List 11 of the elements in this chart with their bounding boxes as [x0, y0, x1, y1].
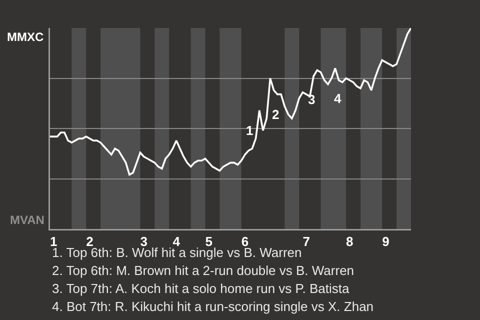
annotation: 4: [334, 91, 342, 106]
text: 2. Top 6th: M. Brown hit a 2-run double vs B. Warren: [52, 263, 354, 278]
text: 4. Bot 7th: R. Kikuchi hit a run-scoring single vs X. Zhan: [52, 299, 374, 314]
text: MMXC: [7, 30, 44, 44]
text: MVAN: [10, 213, 44, 227]
annotation: 1: [246, 123, 254, 138]
x-tick-label: 9: [382, 234, 390, 250]
x-tick-label: 8: [346, 234, 354, 250]
text: 3. Top 7th: A. Koch hit a solo home run vs P. Batista: [52, 281, 350, 296]
annotation: 2: [272, 107, 280, 122]
x-tick-label: 7: [302, 234, 310, 250]
